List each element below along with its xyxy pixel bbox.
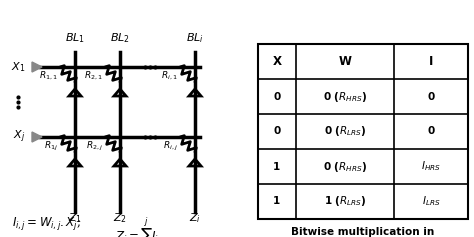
Text: $I_{LRS}$: $I_{LRS}$	[422, 195, 440, 208]
Text: $BL_i$: $BL_i$	[186, 31, 204, 45]
Text: X: X	[273, 55, 282, 68]
Text: $Z_i = \sum_{1}^{j} I_i$: $Z_i = \sum_{1}^{j} I_i$	[115, 215, 159, 237]
Polygon shape	[32, 62, 42, 72]
Text: I: I	[429, 55, 433, 68]
Text: 1: 1	[273, 196, 281, 206]
Text: $I_{i,j} = W_{i,j}.X_j$;: $I_{i,j} = W_{i,j}.X_j$;	[12, 215, 81, 232]
Text: $Z_i$: $Z_i$	[189, 211, 201, 225]
Text: $R_{1j}$: $R_{1j}$	[44, 140, 58, 153]
Text: 0: 0	[273, 91, 281, 101]
Bar	[258, 44, 468, 219]
Text: 1 ($R_{LRS}$): 1 ($R_{LRS}$)	[324, 195, 366, 209]
Text: $I_{HRS}$: $I_{HRS}$	[421, 160, 441, 173]
Text: $R_{i,1}$: $R_{i,1}$	[161, 70, 178, 82]
Text: $Z_2$: $Z_2$	[113, 211, 127, 225]
Polygon shape	[32, 132, 42, 142]
Text: $Z_1$: $Z_1$	[68, 211, 82, 225]
Text: $R_{1,1}$: $R_{1,1}$	[39, 70, 58, 82]
Text: $R_{i,j}$: $R_{i,j}$	[163, 140, 178, 153]
Text: 0: 0	[428, 127, 435, 137]
Text: 0 ($R_{HRS}$): 0 ($R_{HRS}$)	[323, 90, 367, 104]
Text: 0 ($R_{LRS}$): 0 ($R_{LRS}$)	[324, 124, 366, 138]
Text: $BL_2$: $BL_2$	[110, 31, 130, 45]
Text: $X_1$: $X_1$	[10, 60, 25, 74]
Text: W: W	[338, 55, 352, 68]
Text: $BL_1$: $BL_1$	[65, 31, 85, 45]
Text: $R_{2,1}$: $R_{2,1}$	[84, 70, 103, 82]
Text: 0 ($R_{HRS}$): 0 ($R_{HRS}$)	[323, 160, 367, 173]
Text: 1: 1	[273, 161, 281, 172]
Text: Bitwise multiplication in
each memory cell: Bitwise multiplication in each memory ce…	[292, 227, 435, 237]
Text: $R_{2,j}$: $R_{2,j}$	[86, 140, 103, 153]
Text: 0: 0	[273, 127, 281, 137]
Text: $X_j$: $X_j$	[13, 129, 25, 145]
Text: 0: 0	[428, 91, 435, 101]
